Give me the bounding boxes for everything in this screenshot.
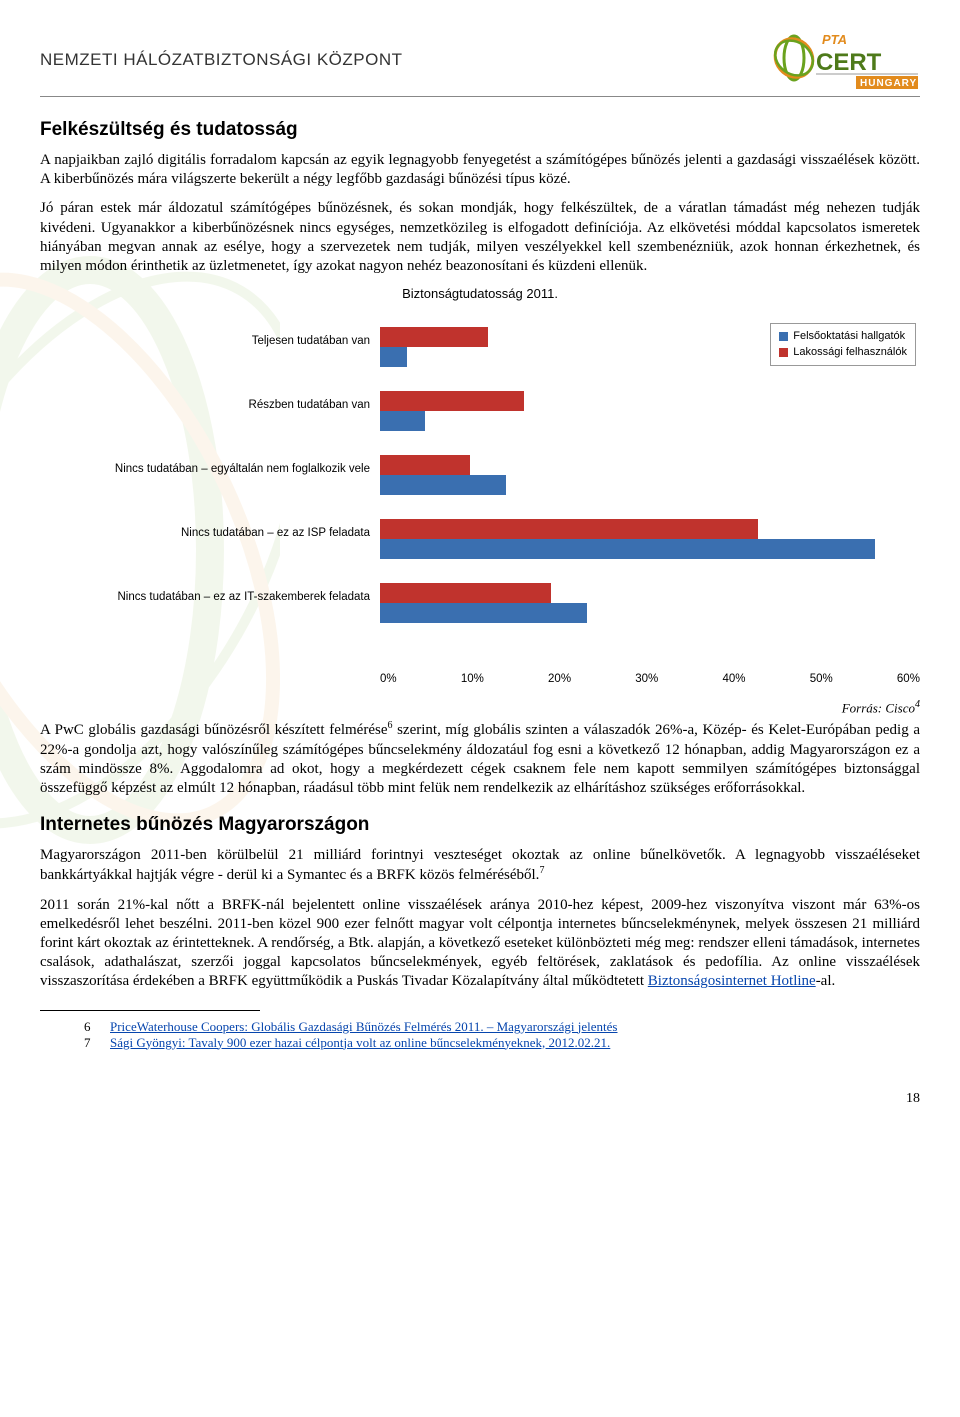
chart-bar-series2 — [380, 411, 425, 431]
legend-label-1: Felsőoktatási hallgatók — [793, 329, 905, 344]
svg-text:CERT: CERT — [816, 49, 882, 76]
section-title-preparedness: Felkészültség és tudatosság — [40, 119, 920, 141]
chart-bar-series2 — [380, 539, 875, 559]
footnote-6-link[interactable]: PriceWaterhouse Coopers: Globális Gazdas… — [110, 1019, 618, 1035]
chart-category-label: Nincs tudatában – egyáltalán nem foglalk… — [40, 463, 370, 477]
chart-x-tick: 30% — [635, 673, 658, 685]
paragraph-3: A PwC globális gazdasági bűnözésről kész… — [40, 720, 920, 798]
legend-label-2: Lakossági felhasználók — [793, 345, 907, 360]
chart-bar-series1 — [380, 327, 488, 347]
chart-category-label: Részben tudatában van — [40, 399, 370, 413]
chart-category-label: Teljesen tudatában van — [40, 335, 370, 349]
org-name: NEMZETI HÁLÓZATBIZTONSÁGI KÖZPONT — [40, 30, 403, 70]
paragraph-2: Jó páran estek már áldozatul számítógépe… — [40, 199, 920, 276]
paragraph-4: Magyarországon 2011-ben körülbelül 21 mi… — [40, 846, 920, 885]
page-header: NEMZETI HÁLÓZATBIZTONSÁGI KÖZPONT PTA CE… — [40, 30, 920, 97]
paragraph-5: 2011 során 21%-kal nőtt a BRFK-nál bejel… — [40, 896, 920, 992]
chart-category-label: Nincs tudatában – ez az ISP feladata — [40, 527, 370, 541]
chart-bar-series1 — [380, 583, 551, 603]
svg-text:PTA: PTA — [822, 32, 847, 47]
chart-bar-series2 — [380, 347, 407, 367]
legend-swatch-2 — [779, 348, 788, 357]
chart-legend: Felsőoktatási hallgatók Lakossági felhas… — [770, 323, 916, 366]
chart-bar-series2 — [380, 603, 587, 623]
paragraph-1: A napjaikban zajló digitális forradalom … — [40, 151, 920, 189]
footnote-separator — [40, 1010, 260, 1015]
chart-source: Forrás: Cisco4 — [40, 699, 920, 716]
awareness-bar-chart: Teljesen tudatában van Részben tudatában … — [40, 315, 920, 695]
svg-text:HUNGARY: HUNGARY — [860, 78, 917, 89]
section-title-internet-crime: Internetes bűnözés Magyarországon — [40, 814, 920, 836]
footnote-7: 7 Sági Gyöngyi: Tavaly 900 ezer hazai cé… — [84, 1035, 920, 1051]
footnote-7-link[interactable]: Sági Gyöngyi: Tavaly 900 ezer hazai célp… — [110, 1035, 610, 1051]
chart-x-tick: 0% — [380, 673, 397, 685]
chart-x-tick: 50% — [810, 673, 833, 685]
chart-bar-series1 — [380, 455, 470, 475]
chart-category-label: Nincs tudatában – ez az IT-szakemberek f… — [40, 591, 370, 605]
chart-bar-series1 — [380, 391, 524, 411]
chart-title: Biztonságtudatosság 2011. — [40, 286, 920, 301]
chart-x-tick: 20% — [548, 673, 571, 685]
chart-x-tick: 60% — [897, 673, 920, 685]
footnote-6: 6 PriceWaterhouse Coopers: Globális Gazd… — [84, 1019, 920, 1035]
chart-x-tick: 40% — [722, 673, 745, 685]
logo-pta-cert: PTA CERT HUNGARY — [770, 30, 920, 90]
chart-bar-series1 — [380, 519, 758, 539]
legend-swatch-1 — [779, 332, 788, 341]
chart-x-tick: 10% — [461, 673, 484, 685]
page-number: 18 — [40, 1091, 920, 1107]
chart-bar-series2 — [380, 475, 506, 495]
chart-x-axis: 0% 10% 20% 30% 40% 50% 60% — [380, 673, 920, 685]
hotline-link[interactable]: Biztonságosinternet Hotline — [648, 973, 816, 989]
